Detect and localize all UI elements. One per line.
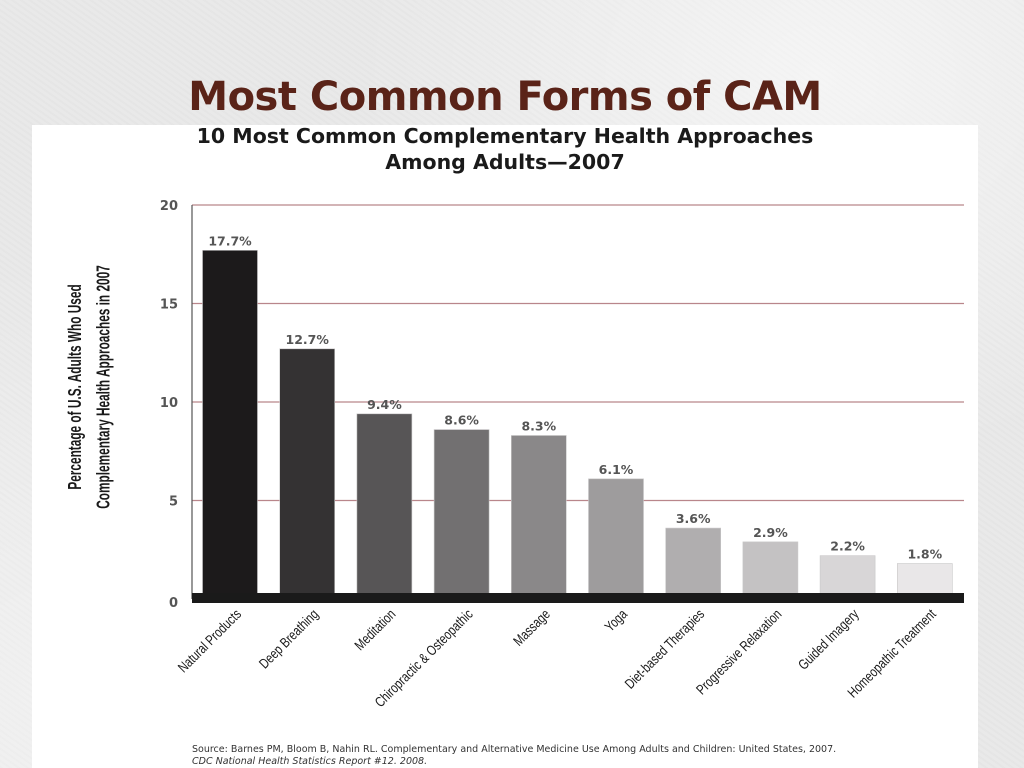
x-tick-label: Massage	[510, 606, 554, 650]
chart-panel: 10 Most Common Complementary Health Appr…	[32, 125, 978, 768]
bar	[510, 435, 567, 600]
y-tick-label: 15	[160, 298, 178, 313]
source-line1: Source: Barnes PM, Bloom B, Nahin RL. Co…	[192, 744, 837, 755]
data-label: 2.2%	[830, 539, 865, 554]
data-label: 2.9%	[753, 525, 788, 540]
data-label: 6.1%	[599, 462, 634, 477]
bar	[742, 541, 799, 600]
bar-chart: 10 Most Common Complementary Health Appr…	[65, 125, 964, 710]
data-label: 9.4%	[367, 397, 402, 412]
bar	[279, 348, 335, 600]
x-tick-label: Progressive Relaxation	[693, 606, 785, 698]
data-label: 17.7%	[208, 233, 252, 248]
data-label: 1.8%	[907, 547, 942, 562]
x-tick-label: Deep Breathing	[255, 606, 321, 672]
bar	[202, 250, 258, 600]
chart-title-line1: 10 Most Common Complementary Health Appr…	[197, 125, 814, 148]
chart-title-line2: Among Adults—2007	[385, 150, 624, 174]
y-tick-label: 10	[160, 396, 178, 411]
data-label: 8.6%	[444, 413, 479, 428]
x-tick-label: Meditation	[351, 606, 399, 654]
bar	[588, 478, 644, 600]
y-tick-label: 0	[169, 596, 178, 611]
y-tick-label: 5	[169, 495, 178, 510]
bar	[665, 527, 722, 600]
x-axis-baseline	[192, 593, 964, 603]
source-note: Source: Barnes PM, Bloom B, Nahin RL. Co…	[192, 744, 972, 768]
x-tick-label: Natural Products	[174, 606, 244, 676]
slide-title: Most Common Forms of CAM	[188, 74, 822, 120]
y-axis-label-line2: Complementary Health Approaches in 2007	[94, 265, 114, 509]
data-label: 8.3%	[521, 418, 556, 433]
data-label: 3.6%	[676, 511, 711, 526]
bar	[356, 413, 413, 600]
y-tick-label: 20	[160, 199, 178, 214]
bar	[433, 429, 490, 600]
x-tick-label: Guided Imagery	[795, 605, 863, 673]
y-axis-label-line1: Percentage of U.S. Adults Who Used	[65, 284, 85, 489]
x-tick-label: Yoga	[601, 605, 631, 635]
source-line2: CDC National Health Statistics Report #1…	[192, 756, 428, 767]
bar	[819, 555, 876, 600]
data-label: 12.7%	[286, 332, 330, 347]
x-tick-label: Diet-based Therapies	[621, 606, 707, 692]
